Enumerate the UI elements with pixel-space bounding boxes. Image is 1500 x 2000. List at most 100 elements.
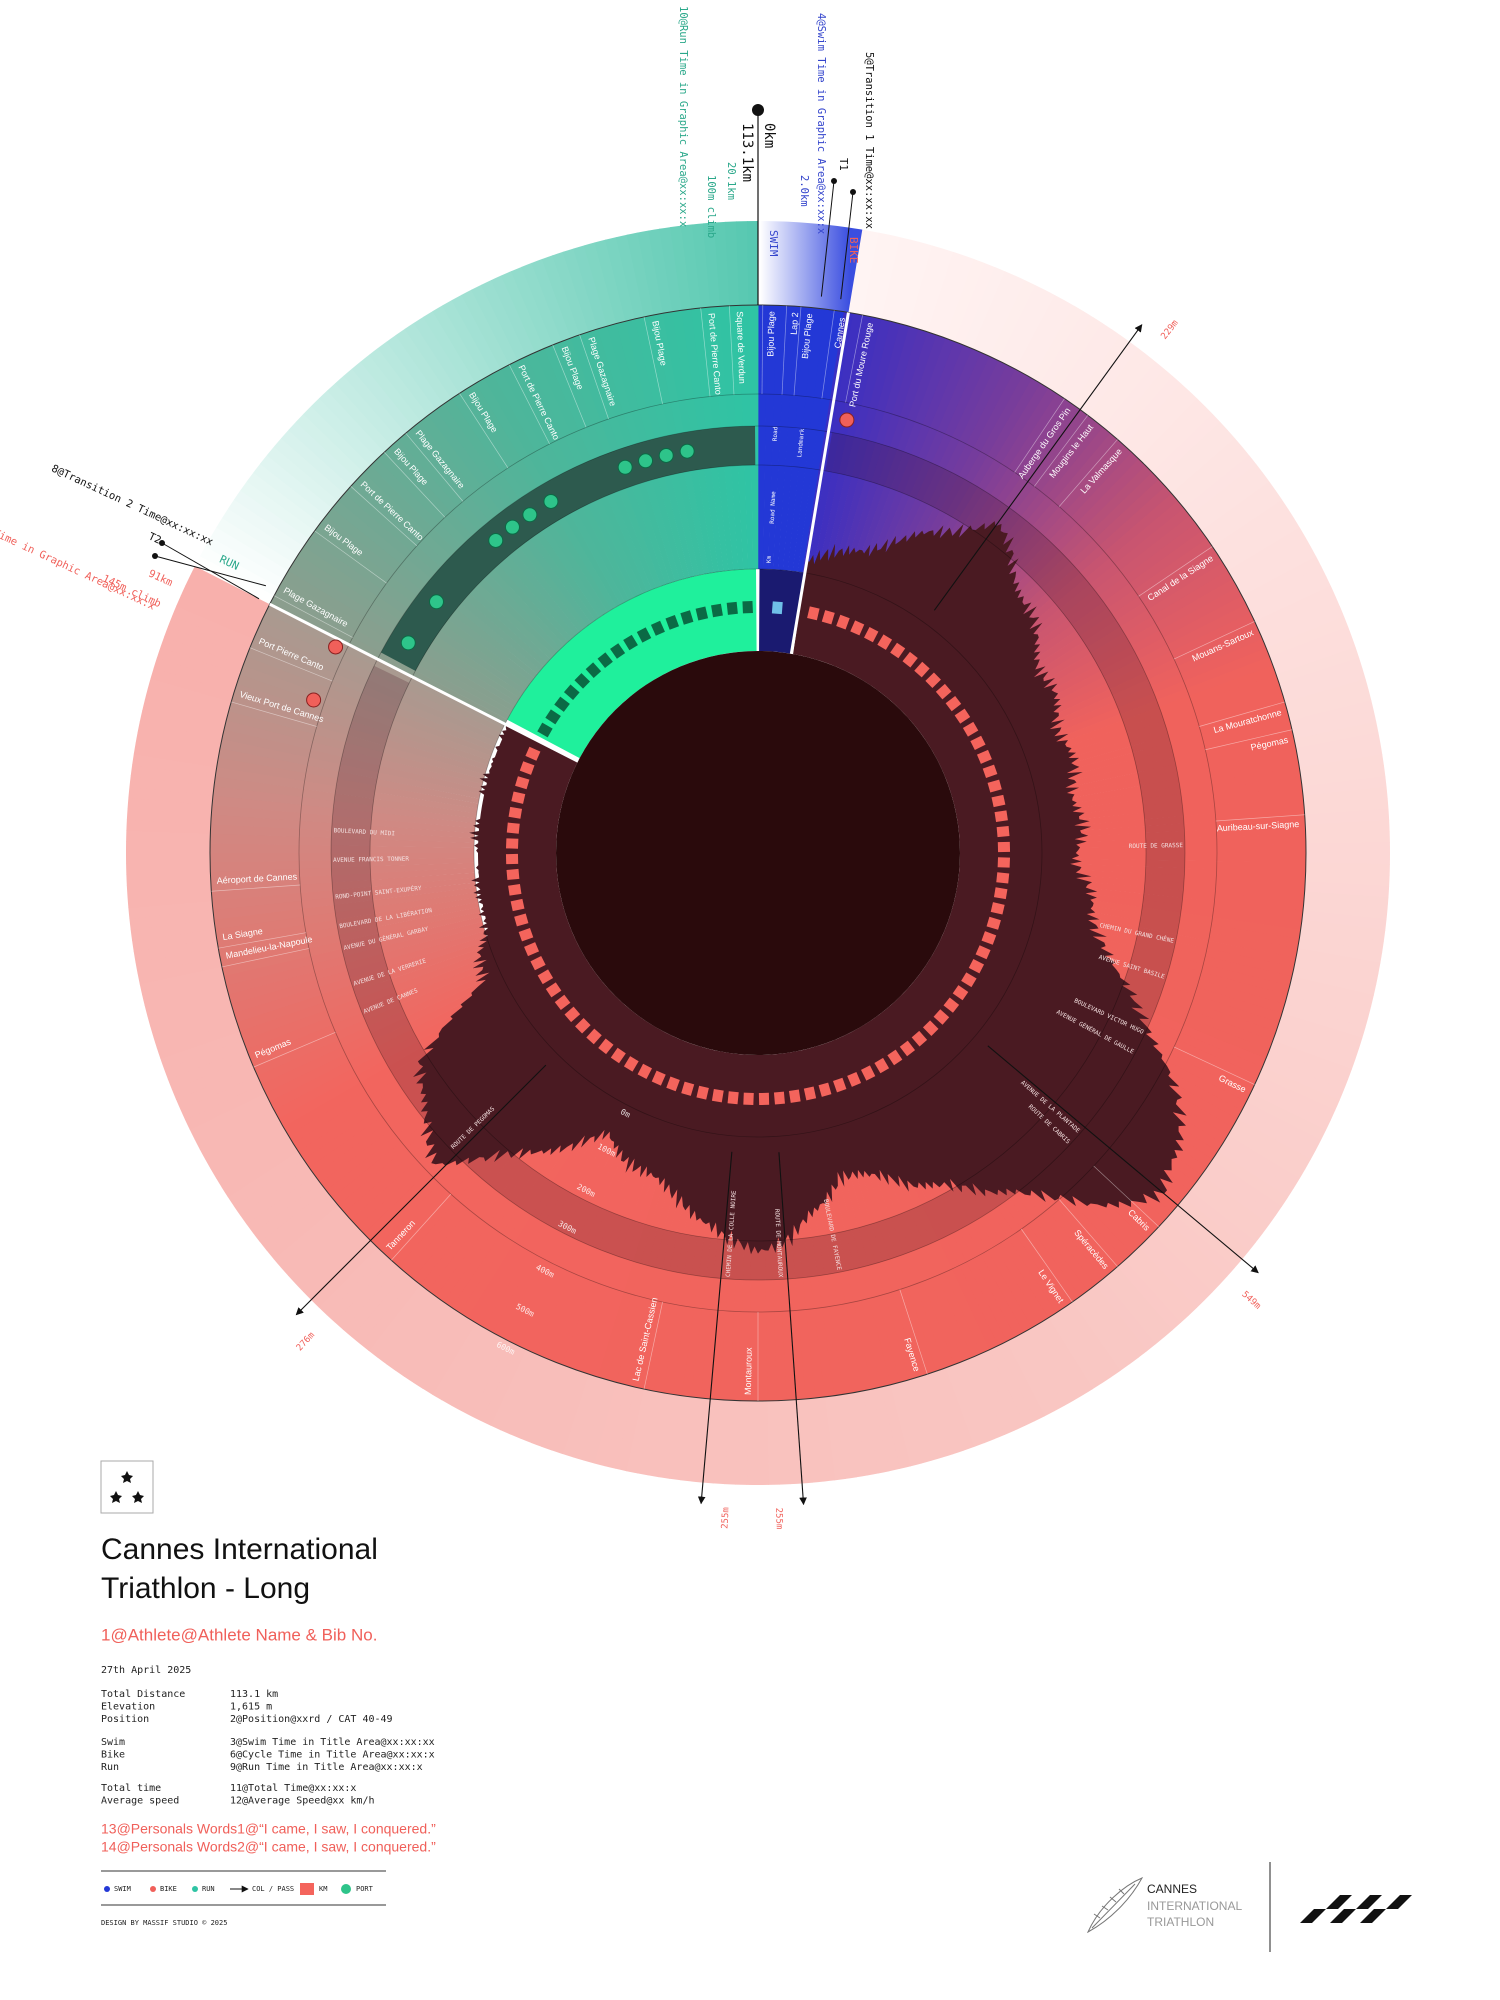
ring-slice [570, 1119, 666, 1372]
port [428, 594, 444, 610]
km-square [914, 661, 930, 678]
outer-ring-slice [273, 437, 345, 501]
outer-ring-slice [862, 232, 890, 318]
outer-ring-slice [386, 334, 445, 410]
outer-ring-slice [189, 1092, 270, 1140]
km-square [935, 683, 952, 700]
outer-ring-slice [1117, 376, 1182, 447]
ring-slice [213, 785, 477, 824]
outer-ring-slice [1145, 1233, 1213, 1301]
ring-slice [212, 877, 476, 911]
ring-slice [841, 328, 928, 583]
place-divider [899, 1289, 928, 1375]
ring-slice [1033, 720, 1293, 790]
outer-ring-slice [137, 957, 222, 985]
ring-slice [243, 656, 493, 756]
ring-slice [253, 963, 499, 1076]
km-square [890, 642, 906, 659]
outer-ring-slice [583, 1379, 617, 1464]
leader [840, 191, 854, 300]
ring-slice [1041, 824, 1306, 844]
outer-ring-slice [1272, 1031, 1356, 1070]
km-square [505, 853, 519, 865]
swim-time: 4@Swim Time in Graphic Area@xx:xx:x [815, 13, 827, 234]
outer-ring-slice [126, 808, 212, 825]
ring-slice [845, 331, 937, 585]
ring-slice [249, 959, 497, 1068]
leader [154, 555, 266, 587]
outer-ring-slice [1276, 647, 1360, 685]
outer-ring-slice [227, 499, 304, 555]
km-square [945, 695, 962, 712]
outer-ring-slice [1262, 1058, 1344, 1101]
ring-slice [797, 310, 845, 573]
ring-slice [1041, 867, 1306, 892]
outer-ring-slice [404, 1307, 460, 1384]
km-square [696, 1085, 709, 1100]
km-square [597, 652, 613, 669]
km-square [991, 794, 1006, 808]
outer-ring-slice [1241, 1101, 1322, 1151]
km-square [807, 606, 820, 621]
outer-ring-slice [1232, 1118, 1311, 1170]
outer-ring-slice [253, 463, 327, 524]
ring-slice [261, 612, 503, 733]
km-square [510, 898, 525, 912]
ring-slice [845, 1121, 937, 1375]
outer-ring-slice [1131, 1247, 1198, 1316]
km-square [990, 902, 1005, 915]
km-square [575, 1017, 591, 1034]
outer-ring-slice [288, 421, 358, 487]
outer-ring-slice [1164, 1212, 1235, 1277]
ring-slice [1038, 767, 1301, 814]
km-square [511, 791, 526, 804]
outer-ring-slice [890, 1382, 922, 1467]
km-square [519, 761, 535, 775]
place-divider [1020, 1228, 1073, 1303]
outer-ring-slice [1177, 1197, 1250, 1260]
place-divider [781, 305, 788, 395]
outer-ring-slice [1305, 853, 1390, 865]
ring-slice [1029, 692, 1285, 775]
outer-ring-slice [126, 871, 211, 887]
place-divider [1058, 1199, 1118, 1267]
stat-value: 12@Average Speed@xx km/h [230, 1796, 375, 1807]
outer-ring-slice [142, 699, 227, 730]
outer-ring-slice [1232, 537, 1312, 588]
outer-ring-slice [1246, 566, 1327, 614]
km-square [902, 651, 918, 668]
ring-slice [242, 949, 493, 1050]
km-square [554, 696, 570, 712]
outer-ring-slice [239, 1166, 315, 1225]
outer-ring-slice [1138, 1240, 1205, 1309]
road-name: AVENUE FRANCIS TONNER [333, 856, 409, 864]
ring-slice [878, 356, 999, 598]
legend-port [341, 1884, 351, 1894]
outer-ring-slice [593, 1382, 626, 1467]
legend-label: SWIM [114, 1885, 131, 1893]
outer-ring-slice [971, 1353, 1016, 1435]
ring-slice [261, 972, 503, 1094]
km-square [864, 626, 879, 643]
leader-dot [850, 189, 856, 195]
place-divider [1058, 439, 1118, 507]
km-square [508, 883, 522, 896]
ring-slice [211, 872, 476, 901]
legend-swim-dot [104, 1886, 110, 1892]
outer-ring-slice [1269, 1040, 1352, 1081]
outer-ring-slice [156, 646, 241, 684]
outer-ring-slice [936, 255, 975, 339]
ring-slice [864, 344, 973, 592]
outer-ring-slice [326, 1253, 392, 1323]
outer-ring-slice [318, 1246, 385, 1316]
outer-ring-slice [1258, 1067, 1340, 1111]
ring-slice [1003, 579, 1238, 716]
outer-ring-slice [963, 267, 1006, 349]
ring-slice [1039, 786, 1304, 824]
outer-ring-slice [147, 994, 232, 1028]
outer-ring-slice [153, 657, 237, 693]
outer-ring-slice [1279, 1013, 1363, 1049]
place-divider [459, 393, 509, 469]
outer-ring-slice [1299, 929, 1384, 953]
pass-label: 255m [773, 1508, 784, 1530]
